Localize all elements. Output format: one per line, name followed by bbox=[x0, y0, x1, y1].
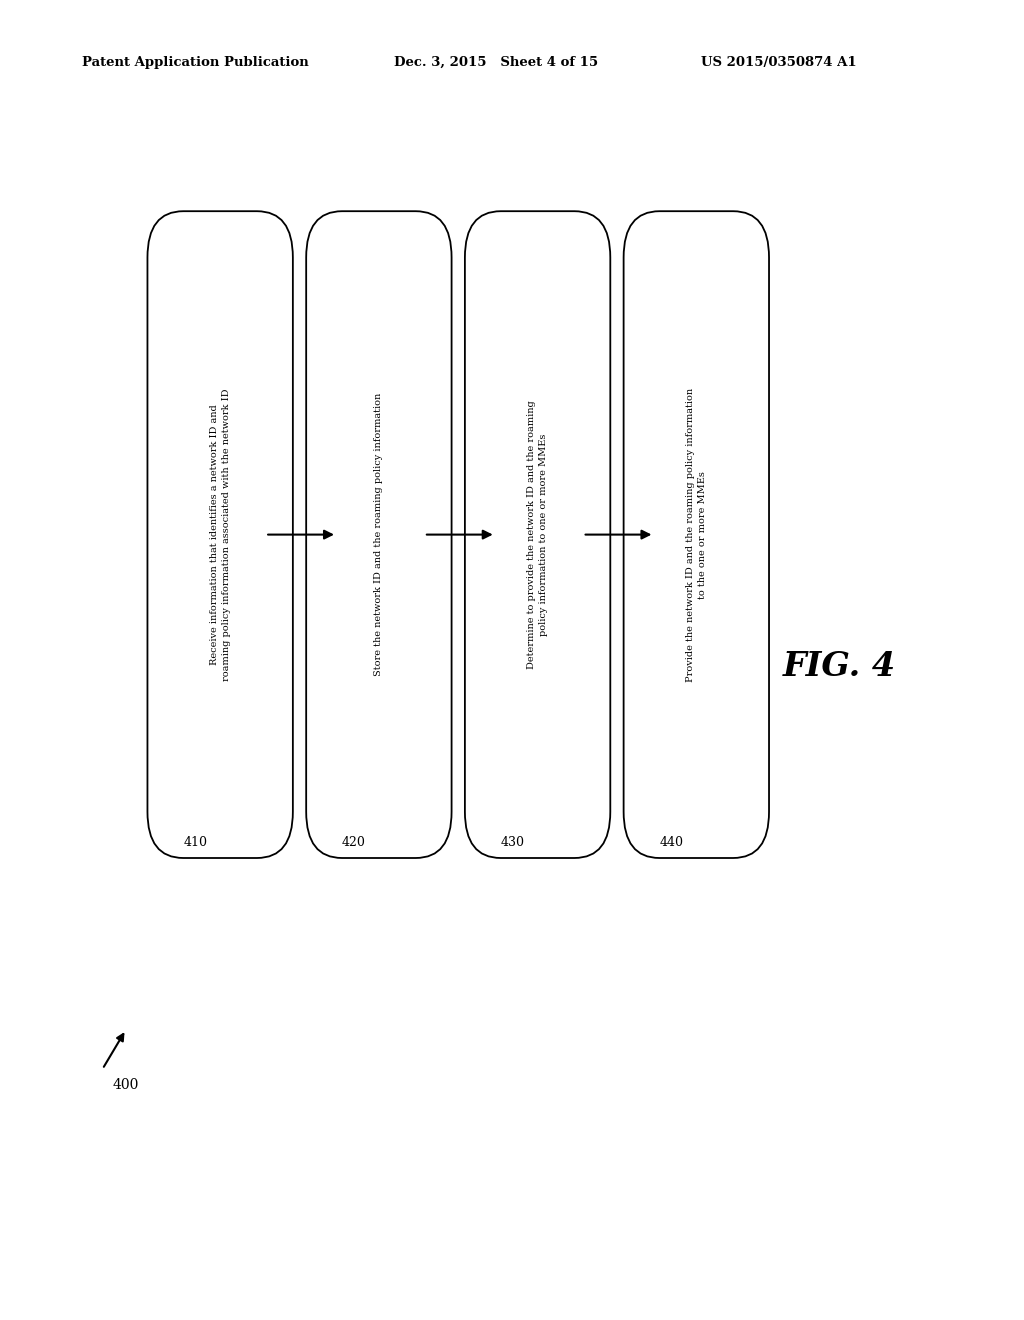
Text: 400: 400 bbox=[113, 1078, 139, 1093]
FancyBboxPatch shape bbox=[624, 211, 769, 858]
Text: 410: 410 bbox=[183, 836, 207, 849]
FancyBboxPatch shape bbox=[147, 211, 293, 858]
FancyBboxPatch shape bbox=[465, 211, 610, 858]
Text: Determine to provide the network ID and the roaming
policy information to one or: Determine to provide the network ID and … bbox=[527, 400, 548, 669]
Text: US 2015/0350874 A1: US 2015/0350874 A1 bbox=[701, 55, 857, 69]
Text: Provide the network ID and the roaming policy information
to the one or more MME: Provide the network ID and the roaming p… bbox=[686, 388, 707, 681]
Text: 440: 440 bbox=[659, 836, 683, 849]
Text: Store the network ID and the roaming policy information: Store the network ID and the roaming pol… bbox=[375, 393, 383, 676]
Text: Patent Application Publication: Patent Application Publication bbox=[82, 55, 308, 69]
Text: 430: 430 bbox=[501, 836, 524, 849]
Text: Dec. 3, 2015   Sheet 4 of 15: Dec. 3, 2015 Sheet 4 of 15 bbox=[394, 55, 598, 69]
Text: 420: 420 bbox=[342, 836, 366, 849]
Text: FIG. 4: FIG. 4 bbox=[783, 651, 896, 684]
FancyBboxPatch shape bbox=[306, 211, 452, 858]
Text: Receive information that identifies a network ID and
roaming policy information : Receive information that identifies a ne… bbox=[210, 388, 230, 681]
